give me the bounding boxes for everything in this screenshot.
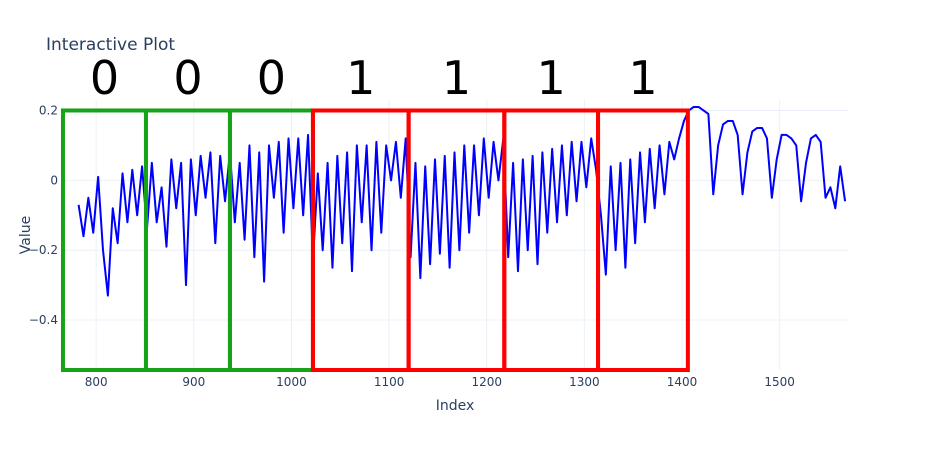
highlight-box	[227, 108, 315, 372]
x-tick-label: 1000	[276, 375, 307, 389]
box-label: 1	[537, 51, 566, 105]
box-label: 1	[346, 51, 375, 105]
x-tick-label: 800	[85, 375, 108, 389]
y-axis-title: Value	[18, 216, 34, 254]
x-tick-label: 1400	[667, 375, 698, 389]
highlight-box	[60, 108, 148, 372]
highlight-box	[596, 108, 690, 372]
data-line	[77, 105, 847, 297]
y-tick-label: −0.4	[29, 313, 58, 327]
axis-labels: 800 900 1000 1100 1200 1300 1400 1500 −0.4 −0.2 0 0…	[29, 103, 795, 389]
chart-title: Interactive Plot	[46, 35, 175, 55]
x-tick-label: 1300	[569, 375, 600, 389]
box-label: 1	[628, 51, 657, 105]
x-axis-title: Index	[436, 398, 475, 414]
box-label: 0	[257, 51, 286, 105]
x-tick-label: 1500	[764, 375, 795, 389]
y-tick-label: 0	[50, 173, 58, 187]
y-tick-label: 0.2	[39, 103, 58, 117]
grid	[62, 100, 848, 370]
x-tick-label: 1200	[471, 375, 502, 389]
box-label: 0	[90, 51, 119, 105]
x-tick-label: 900	[182, 375, 205, 389]
y-tick-label: −0.2	[29, 243, 58, 257]
box-label: 0	[173, 51, 202, 105]
plot-area	[77, 105, 847, 297]
x-tick-label: 1100	[374, 375, 405, 389]
box-label: 1	[442, 51, 471, 105]
